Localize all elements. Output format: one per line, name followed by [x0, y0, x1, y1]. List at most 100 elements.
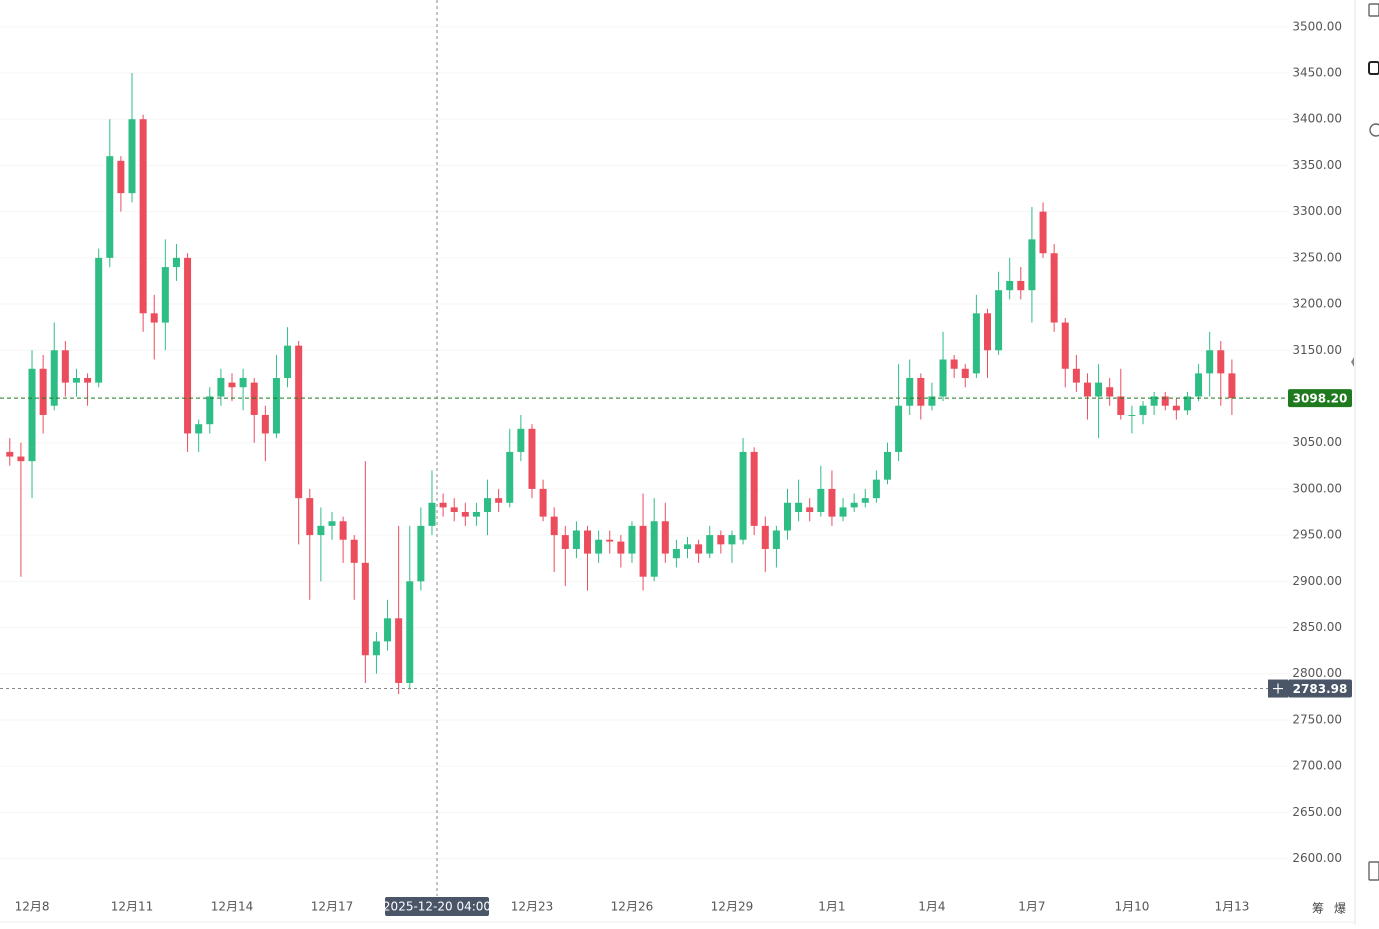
crosshair-price-box	[1288, 679, 1352, 698]
candle-body	[839, 507, 847, 517]
candle-body	[1183, 396, 1191, 411]
candle-body	[572, 530, 580, 549]
candle-body	[1195, 373, 1203, 397]
candle-body	[961, 368, 969, 378]
tool-icon[interactable]	[1369, 123, 1379, 137]
x-tick-label: 12月29	[711, 900, 754, 914]
candle-body	[495, 498, 503, 503]
candle-body	[1150, 396, 1158, 406]
bottom-button[interactable]: 爆	[1334, 902, 1346, 916]
candle-body	[595, 539, 603, 554]
candle-body	[872, 479, 880, 499]
candle-body	[639, 525, 647, 577]
candle-body	[806, 507, 814, 513]
y-tick-label: 2800.00	[1292, 666, 1342, 680]
candle-body	[328, 521, 336, 526]
y-tick-label: 3200.00	[1292, 297, 1342, 311]
tool-icon[interactable]	[1368, 61, 1379, 75]
candle-body	[706, 535, 714, 554]
candle-body	[584, 530, 592, 554]
candle-body	[606, 539, 614, 542]
crosshair-time-box	[385, 897, 489, 916]
y-tick-label: 3350.00	[1292, 158, 1342, 172]
side-toolbar[interactable]	[1368, 3, 1379, 881]
bottom-button[interactable]: 筹	[1312, 902, 1324, 916]
candle-body	[517, 428, 525, 452]
candle-body	[439, 502, 447, 508]
candle-body	[128, 119, 136, 194]
candle-body	[772, 530, 780, 549]
x-tick-label: 12月26	[611, 900, 654, 914]
candle-body	[928, 396, 936, 406]
tool-icon[interactable]	[1368, 3, 1379, 17]
candle-body	[6, 451, 14, 457]
candle-body	[1072, 368, 1080, 383]
candle-body	[450, 507, 458, 513]
x-tick-label: 1月13	[1214, 900, 1249, 914]
candle-body	[1083, 382, 1091, 397]
candle-body	[906, 377, 914, 406]
candle-body	[50, 350, 58, 406]
x-tick-label: 12月8	[15, 900, 50, 914]
y-tick-label: 3050.00	[1292, 435, 1342, 449]
tool-icon[interactable]	[1368, 861, 1379, 881]
candle-body	[295, 345, 303, 499]
candle-body	[184, 257, 192, 434]
candle-body	[1128, 414, 1136, 416]
candle-body	[684, 544, 692, 549]
y-tick-label: 3450.00	[1292, 66, 1342, 80]
candle-body	[739, 451, 747, 540]
candle-body	[306, 498, 314, 536]
candle-body	[1106, 387, 1114, 397]
candle-body	[728, 535, 736, 545]
candle-body	[1039, 211, 1047, 254]
candle-body	[1050, 253, 1058, 323]
collapse-handle[interactable]	[1351, 357, 1354, 367]
x-tick-label: 1月7	[1018, 900, 1045, 914]
candle-body	[317, 525, 325, 536]
candle-body	[506, 451, 514, 503]
y-tick-label: 2850.00	[1292, 620, 1342, 634]
x-tick-label: 1月4	[918, 900, 945, 914]
candle-body	[195, 424, 203, 434]
candle-body	[372, 641, 380, 656]
y-tick-label: 2900.00	[1292, 574, 1342, 588]
candle-body	[339, 521, 347, 540]
candle-body	[228, 382, 236, 388]
candle-body	[917, 377, 925, 406]
candle-body	[1139, 405, 1147, 415]
y-tick-label: 3000.00	[1292, 481, 1342, 495]
candle-body	[850, 502, 858, 508]
candle-body	[117, 160, 125, 194]
candle-body	[672, 548, 680, 559]
candle-body	[817, 488, 825, 513]
candle-body	[795, 502, 803, 513]
candle-body	[661, 521, 669, 554]
candle-body	[461, 512, 469, 517]
candle-body	[206, 396, 214, 425]
candle-body	[39, 368, 47, 415]
y-tick-label: 2700.00	[1292, 759, 1342, 773]
candle-body	[139, 119, 147, 314]
candle-body	[150, 313, 158, 323]
candle-body	[284, 345, 292, 378]
candle-body	[1161, 396, 1169, 406]
candle-body	[239, 377, 247, 388]
candle-body	[1228, 373, 1236, 399]
candle-body	[550, 516, 558, 536]
candle-body	[883, 451, 891, 480]
candle-body	[28, 368, 36, 462]
candle-body	[617, 541, 625, 554]
candle-body	[95, 257, 103, 383]
candle-body	[417, 525, 425, 582]
candle-body	[1017, 280, 1025, 291]
candle-body	[350, 539, 358, 563]
candle-body	[861, 498, 869, 503]
x-tick-label: 12月23	[511, 900, 554, 914]
crosshair-plus	[1273, 683, 1283, 694]
candle-body	[428, 502, 436, 526]
x-tick-label: 12月17	[311, 900, 354, 914]
candle-body	[761, 525, 769, 549]
